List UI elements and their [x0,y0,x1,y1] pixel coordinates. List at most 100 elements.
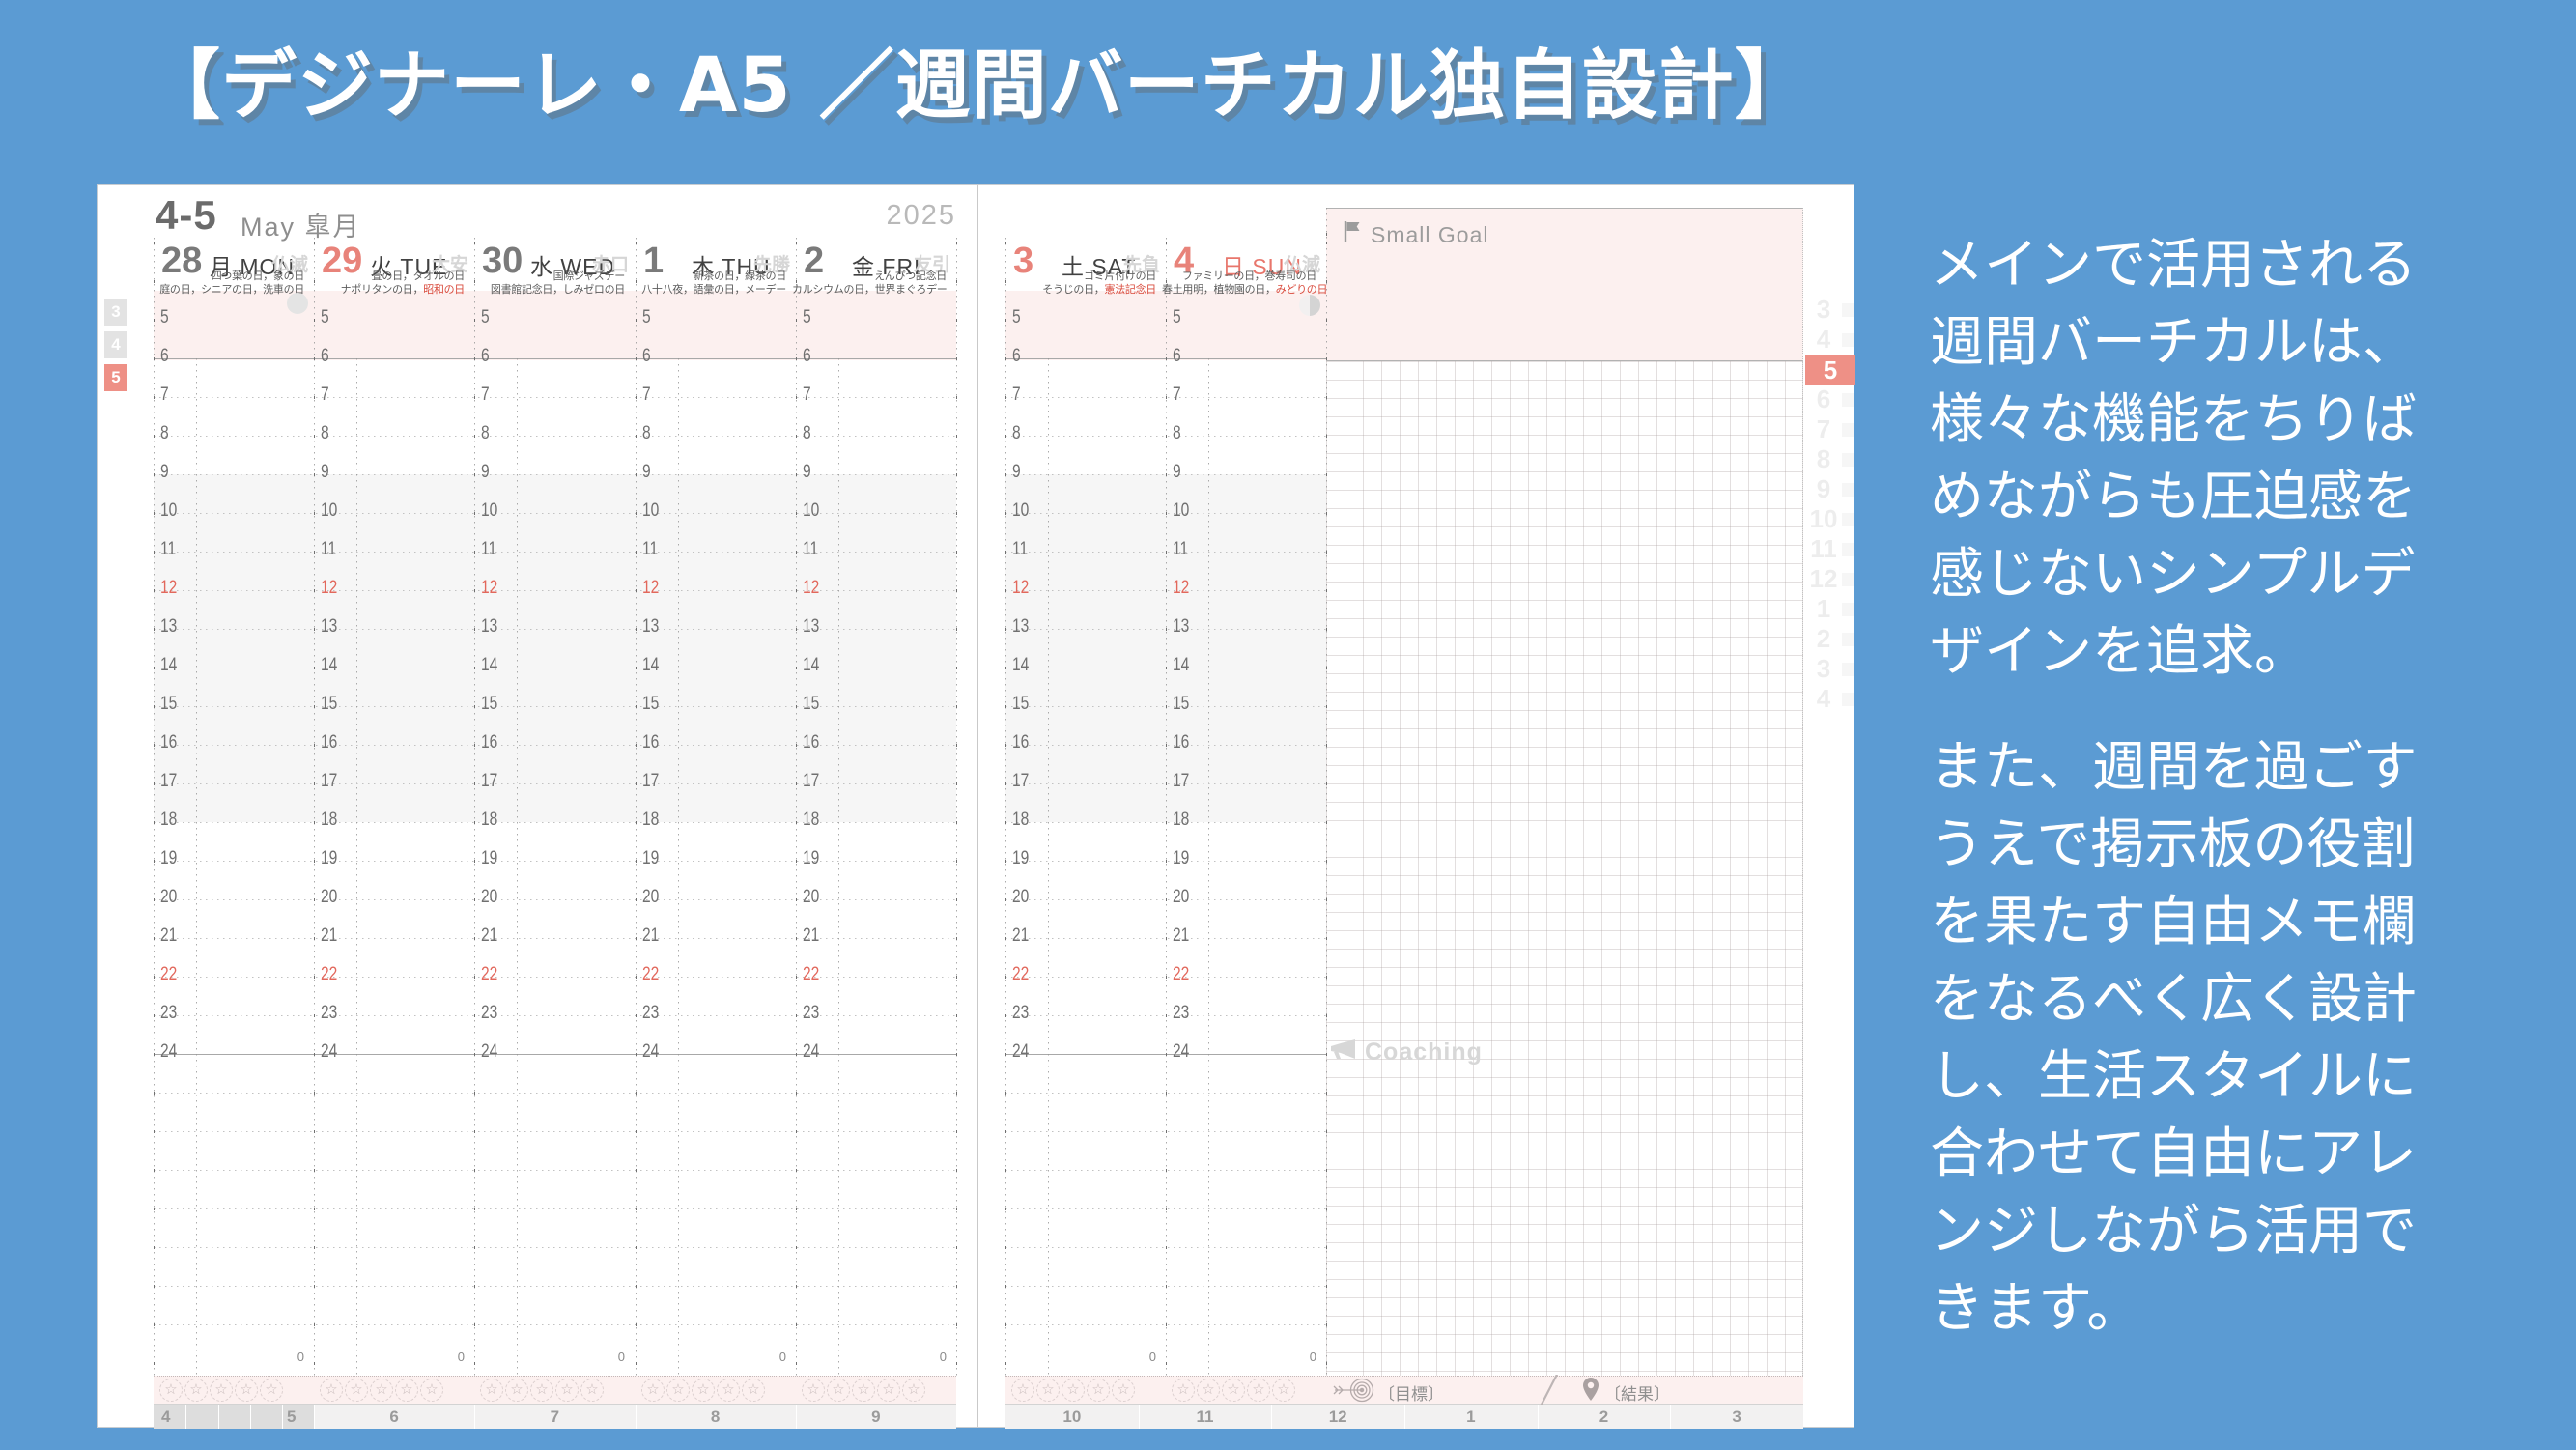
day-date-number: 1 [643,241,665,281]
year-label: 2025 [886,200,956,231]
star-icon: ☆ [692,1379,715,1402]
day-date-number: 29 [322,241,363,281]
hour-line-6 [154,358,956,359]
hour-label: 10 [321,500,338,521]
hour-label: 14 [1012,655,1030,675]
hour-label: 24 [481,1041,498,1062]
hour-label: 13 [321,616,338,637]
right-edge-month-tab: 1 [1816,594,1831,623]
holiday-text: ナポリタンの日， [340,284,424,296]
hour-label: 16 [803,732,820,753]
result-label: 〔結果〕 [1604,1385,1670,1404]
right-edge-month-tab: 12 [1809,564,1838,593]
hour-line [154,977,956,978]
target-icon [1332,1378,1374,1407]
hour-label: 19 [1173,848,1190,868]
day-weekday-label: 金 FRI [852,254,921,279]
hour-line [154,1131,956,1132]
star-icon: ☆ [395,1379,418,1402]
hour-label: 5 [1012,307,1021,327]
hour-label: 18 [803,810,820,830]
star-icon: ☆ [530,1379,553,1402]
hour-label: 24 [803,1041,820,1062]
hour-label: 18 [481,810,498,830]
hour-line [154,938,956,939]
hour-line [154,822,956,823]
hour-label: 13 [803,616,820,637]
hour-label: 20 [803,887,820,907]
hour-label: 18 [1173,810,1190,830]
hour-label: 10 [160,500,178,521]
right-edge-month-tab: 6 [1816,384,1831,413]
day-holidays-line: 畳の日，タオルの日 [310,268,466,283]
month-strip-number: 7 [550,1407,560,1426]
hour-label: 15 [160,694,178,714]
holiday-text: 八十八夜，語彙の日，メーデー [641,284,786,296]
hour-label: 23 [1012,1003,1030,1023]
hour-label: 8 [1012,423,1021,443]
hour-label: 18 [321,810,338,830]
star-rating-row: ☆ ☆ ☆ ☆ ☆ [320,1379,443,1402]
hour-label: 7 [321,384,329,405]
hour-label: 20 [1012,887,1030,907]
hour-label: 12 [642,578,660,598]
star-icon: ☆ [184,1379,208,1402]
hour-line [154,1208,956,1209]
star-icon: ☆ [1062,1379,1085,1402]
hour-line [154,590,956,591]
zero-marker: 0 [457,1350,465,1364]
star-icon: ☆ [159,1379,183,1402]
holiday-text: ファミリーの日，巻寿司の日 [1181,270,1316,282]
hour-label: 9 [1173,462,1181,482]
star-icon: ☆ [235,1379,258,1402]
megaphone-icon [1330,1038,1357,1066]
hour-label: 5 [642,307,651,327]
holiday-text: 畳の日，タオルの日 [371,270,466,282]
hour-line [154,783,956,784]
column-divider-line [314,238,315,1376]
hour-label: 23 [803,1003,820,1023]
holiday-text: 四つ葉の日，象の日 [211,270,305,282]
star-icon: ☆ [1272,1379,1295,1402]
hour-line [154,745,956,746]
hour-label: 9 [642,462,651,482]
column-divider-line [154,238,155,1376]
day-holidays-line: ファミリーの日，巻寿司の日 [1162,268,1316,283]
hour-label: 11 [321,539,337,559]
hour-label: 17 [321,771,338,791]
right-edge-tab-mark [1842,333,1854,347]
holiday-text: カルシウムの日，世界まぐろデー [792,284,948,296]
hour-label: 10 [481,500,498,521]
hour-label: 21 [1173,925,1190,946]
day-holidays-line: 国際ジャズデー [470,268,626,283]
day-holidays-line: ゴミ片付けの日 [1002,268,1156,283]
hour-label: 22 [803,964,820,984]
hour-label: 22 [321,964,338,984]
hour-line [154,899,956,900]
hour-line [154,1093,956,1094]
right-edge-tab-mark [1842,543,1854,556]
star-icon: ☆ [260,1379,283,1402]
star-icon: ☆ [580,1379,604,1402]
hour-label: 10 [1173,500,1190,521]
day-holidays-line: ナポリタンの日，昭和の日 [310,281,466,297]
first-quarter-moon-icon [1299,295,1320,316]
hour-label: 8 [642,423,651,443]
hour-label: 18 [642,810,660,830]
hour-label: 9 [160,462,169,482]
hour-label: 20 [160,887,178,907]
small-goal-text: Small Goal [1371,221,1489,247]
holiday-text: 新茶の日，緑茶の日 [693,270,787,282]
small-goal-box: Small Goal [1326,208,1803,361]
strip-cell-divider [635,1405,637,1429]
hour-label: 16 [160,732,178,753]
month-strip-number: 5 [287,1407,297,1426]
month-strip-number: 11 [1196,1407,1214,1426]
hour-label: 5 [321,307,329,327]
hour-label: 8 [803,423,811,443]
star-icon: ☆ [1197,1379,1220,1402]
hour-label-inner-line [196,358,197,1376]
hour-label: 11 [1173,539,1189,559]
right-edge-tab-mark [1842,303,1854,317]
right-edge-month-tab: 3 [1816,295,1831,324]
